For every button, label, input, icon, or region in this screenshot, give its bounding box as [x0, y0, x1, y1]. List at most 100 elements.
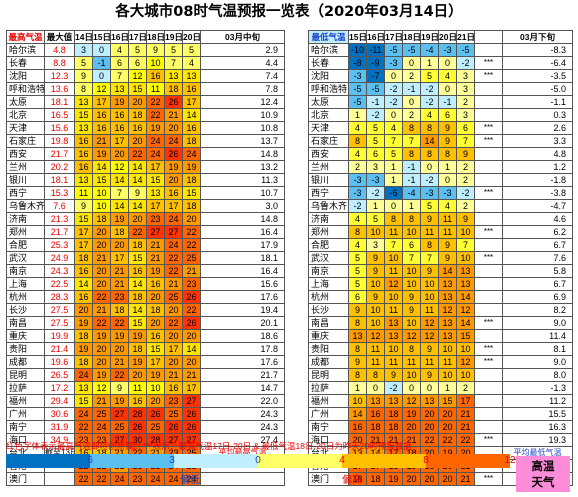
forecast-cell: 25: [92, 407, 111, 421]
forecast-cell: 25: [110, 420, 129, 434]
forecast-cell: 3: [456, 108, 475, 122]
table-row: 昆明 26.5 24 19 22 20 19 21 21 21.7: [6, 368, 285, 382]
forecast-cell: 20: [128, 368, 147, 382]
forecast-cell: 16: [74, 264, 93, 278]
avg-value: 14.8: [200, 147, 285, 161]
avg-min-value: 0.3: [502, 108, 573, 122]
forecast-cell: 20: [74, 303, 93, 317]
forecast-cell: 13: [74, 95, 93, 109]
legend-band-1: [6, 454, 90, 468]
max-record-value: 18.1: [44, 95, 75, 109]
forecast-cell: 10: [420, 290, 439, 304]
max-record-value: 21.3: [44, 212, 75, 226]
forecast-cell: 15: [74, 394, 93, 408]
forecast-cell: -3: [348, 69, 367, 83]
table-row: 澳门 22 22 24 23 24 24 24: [6, 472, 285, 486]
forecast-cell: 4: [438, 199, 457, 213]
forecast-cell: 9: [456, 147, 475, 161]
forecast-cell: 17: [110, 251, 129, 265]
avg-value: 16.4: [200, 264, 285, 278]
forecast-cell: -1: [402, 173, 421, 187]
forecast-cell: 26: [164, 147, 183, 161]
forecast-cell: 13: [438, 277, 457, 291]
max-record-value: 17.2: [44, 381, 75, 395]
data-flag: [474, 368, 503, 382]
forecast-cell: 19: [128, 355, 147, 369]
avg-value: 10.9: [200, 108, 285, 122]
legend-number: 6: [87, 455, 93, 466]
forecast-cell: 14: [182, 108, 201, 122]
forecast-cell: 20: [182, 329, 201, 343]
forecast-cell: 4: [348, 238, 367, 252]
city-name: 西宁: [6, 186, 45, 200]
forecast-cell: 24: [164, 238, 183, 252]
legend-hot-weather: 高温 天气: [516, 456, 570, 492]
forecast-cell: 17: [146, 355, 165, 369]
data-flag: ***: [474, 69, 503, 83]
forecast-cell: 19: [146, 264, 165, 278]
city-name: 北京: [308, 108, 349, 122]
forecast-cell: -1: [438, 95, 457, 109]
forecast-cell: 16: [74, 147, 93, 161]
forecast-cell: 1: [420, 56, 439, 70]
forecast-cell: -2: [366, 186, 385, 200]
table-row: 北京 16.5 15 16 16 18 22 21 14 10.9: [6, 108, 285, 122]
forecast-cell: 8: [74, 82, 93, 96]
forecast-cell: 15: [128, 316, 147, 330]
city-name: 南宁: [308, 420, 349, 434]
max-record-value: 24.3: [44, 264, 75, 278]
forecast-cell: 0: [384, 108, 403, 122]
forecast-cell: 19: [110, 95, 129, 109]
forecast-cell: 16: [128, 121, 147, 135]
city-name: 上海: [6, 277, 45, 291]
forecast-cell: 11: [402, 355, 421, 369]
forecast-cell: 14: [110, 173, 129, 187]
city-name: 南京: [6, 264, 45, 278]
avg-min-value: 16.3: [502, 420, 573, 434]
forecast-cell: 9: [366, 251, 385, 265]
forecast-cell: 10: [456, 225, 475, 239]
table-row: 南昌 27.5 19 22 22 15 20 22 26 20.1: [6, 316, 285, 330]
table-row: 乌鲁木齐 7.6 9 10 14 14 17 17 18 3.0: [6, 199, 285, 213]
city-name: 昆明: [6, 368, 45, 382]
forecast-cell: 16: [92, 108, 111, 122]
forecast-cell: 8: [366, 368, 385, 382]
forecast-cell: 14: [74, 277, 93, 291]
forecast-cell: 22: [92, 316, 111, 330]
avg-value: 4.4: [200, 56, 285, 70]
forecast-cell: 16: [92, 121, 111, 135]
forecast-cell: 13: [164, 69, 183, 83]
forecast-cell: 21: [110, 277, 129, 291]
avg-value: 16.4: [200, 225, 285, 239]
table-row: 济南 21.3 15 18 19 20 23 24 20 14.8: [6, 212, 285, 226]
forecast-cell: 13: [348, 329, 367, 343]
forecast-cell: 13: [456, 277, 475, 291]
table-row: 兰州 20.2 16 14 12 14 17 19 19 13.2: [6, 160, 285, 174]
forecast-cell: 14: [456, 290, 475, 304]
forecast-cell: 4: [384, 121, 403, 135]
forecast-cell: 5: [348, 251, 367, 265]
forecast-cell: 16: [110, 108, 129, 122]
forecast-cell: 26: [182, 420, 201, 434]
forecast-cell: 15: [146, 173, 165, 187]
forecast-cell: 4: [348, 121, 367, 135]
forecast-cell: 4: [110, 43, 129, 57]
data-flag: [474, 43, 503, 57]
table-row: 西宁 15.3 11 10 7 9 13 16 15 10.7: [6, 186, 285, 200]
forecast-cell: 8: [420, 238, 439, 252]
forecast-cell: 20: [182, 355, 201, 369]
forecast-cell: 16: [146, 329, 165, 343]
forecast-cell: 22: [128, 147, 147, 161]
forecast-cell: 19: [92, 368, 111, 382]
city-name: 昆明: [308, 368, 349, 382]
data-flag: [474, 290, 503, 304]
max-temp-table: 最高气温 最大值 14日 15日 16日 17日 18日 19日 20日 03月中旬 哈尔滨 4.8…: [6, 30, 285, 486]
avg-min-value: 4.6: [502, 212, 573, 226]
forecast-cell: 8: [348, 342, 367, 356]
avg-value: [200, 472, 285, 486]
forecast-cell: 19: [164, 160, 183, 174]
forecast-cell: -5: [384, 43, 403, 57]
